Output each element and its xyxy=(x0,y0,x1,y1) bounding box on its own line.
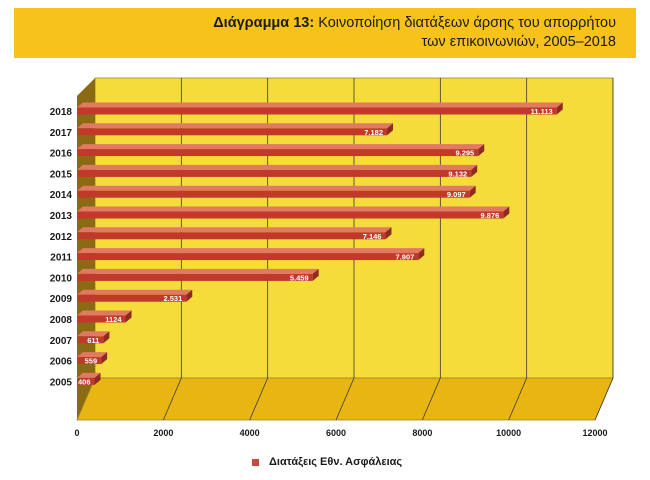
title-line-2: των επικοινωνιών, 2005–2018 xyxy=(421,34,616,50)
bar xyxy=(77,273,313,281)
y-category-label: 2017 xyxy=(50,128,73,139)
x-tick-label: 0 xyxy=(74,428,79,438)
bar-end xyxy=(101,352,108,365)
bar-end xyxy=(469,185,476,198)
data-label: 9.876 xyxy=(481,211,500,220)
y-category-label: 2007 xyxy=(50,336,73,347)
x-tick-label: 10000 xyxy=(496,428,521,438)
x-tick-label: 6000 xyxy=(326,428,346,438)
y-category-label: 2010 xyxy=(50,273,73,284)
bar xyxy=(77,294,187,302)
bar xyxy=(77,107,557,115)
y-category-label: 2015 xyxy=(50,169,73,180)
y-category-label: 2011 xyxy=(50,253,72,264)
bar-end xyxy=(385,227,392,240)
bar-top xyxy=(77,268,319,274)
data-label: 9.097 xyxy=(447,190,466,199)
bar xyxy=(77,128,388,136)
bar xyxy=(77,169,472,177)
bar-end xyxy=(503,206,510,219)
bar-end xyxy=(125,310,132,323)
bar-top xyxy=(77,352,108,358)
bar-top xyxy=(77,248,425,254)
data-label: 5.459 xyxy=(290,273,309,282)
y-category-label: 2006 xyxy=(50,357,73,368)
bar-top xyxy=(77,289,193,295)
data-label: 559 xyxy=(85,357,98,366)
bar-end xyxy=(478,144,485,157)
legend: Διατάξεις Εθν. Ασφάλειας xyxy=(252,456,402,468)
bar xyxy=(77,149,479,157)
data-label: 9.132 xyxy=(448,169,467,178)
bar-top xyxy=(77,227,392,233)
bar-top xyxy=(77,102,563,108)
x-tick-label: 12000 xyxy=(582,428,607,438)
gridline-floor xyxy=(335,377,355,421)
bar xyxy=(77,315,126,323)
gridline-floor xyxy=(508,377,528,421)
legend-label: Διατάξεις Εθν. Ασφάλειας xyxy=(269,456,403,468)
y-category-label: 2012 xyxy=(50,232,73,243)
bar xyxy=(77,211,504,219)
y-category-label: 2005 xyxy=(50,377,73,388)
y-category-label: 2016 xyxy=(50,149,73,160)
gridline-floor xyxy=(249,377,269,421)
bar-top xyxy=(77,372,101,378)
y-category-label: 2008 xyxy=(50,315,73,326)
y-category-label: 2013 xyxy=(50,211,73,222)
bar-top xyxy=(77,331,110,337)
gridline-floor xyxy=(594,377,614,421)
gridline-floor xyxy=(162,377,182,421)
data-label: 1124 xyxy=(105,315,122,324)
bar-end xyxy=(387,123,394,136)
x-tick-label: 4000 xyxy=(240,428,260,438)
data-label: 406 xyxy=(78,377,91,386)
y-category-label: 2014 xyxy=(50,190,73,201)
data-label: 7.146 xyxy=(363,232,382,241)
bar-top xyxy=(77,123,394,129)
legend-swatch xyxy=(252,458,259,466)
bar-top xyxy=(77,206,510,212)
bar-end xyxy=(312,268,319,281)
gridline-floor xyxy=(421,377,441,421)
x-tick-label: 8000 xyxy=(412,428,432,438)
data-label: 7.907 xyxy=(396,253,415,262)
chart-title: Διάγραμμα 13: Κοινοποίηση διατάξεων άρση… xyxy=(96,14,616,52)
data-label: 11.113 xyxy=(531,107,553,116)
bar-top xyxy=(77,164,478,170)
bar-end xyxy=(186,289,193,302)
bar xyxy=(77,357,102,365)
title-prefix: Διάγραμμα 13: xyxy=(213,15,315,31)
bar xyxy=(77,232,386,240)
y-category-label: 2009 xyxy=(50,294,73,305)
title-line-1: Κοινοποίηση διατάξεων άρσης του απορρήτο… xyxy=(318,15,616,31)
bar xyxy=(77,377,95,385)
data-label: 7.182 xyxy=(364,128,383,137)
bar xyxy=(77,336,104,344)
bar-end xyxy=(103,331,110,344)
title-banner: Διάγραμμα 13: Κοινοποίηση διατάξεων άρση… xyxy=(14,8,636,58)
x-tick-label: 2000 xyxy=(153,428,173,438)
bar xyxy=(77,190,470,198)
bar xyxy=(77,253,419,261)
data-label: 2.531 xyxy=(163,294,182,303)
bar-top xyxy=(77,185,476,191)
bar-end xyxy=(418,248,425,261)
data-label: 9.295 xyxy=(455,149,474,158)
bar-end xyxy=(94,372,101,385)
bar-end xyxy=(471,164,478,177)
bar-top xyxy=(77,310,132,316)
bar-top xyxy=(77,144,485,150)
data-label: 611 xyxy=(87,336,99,345)
bar-end xyxy=(556,102,563,115)
y-category-label: 2018 xyxy=(50,107,73,118)
